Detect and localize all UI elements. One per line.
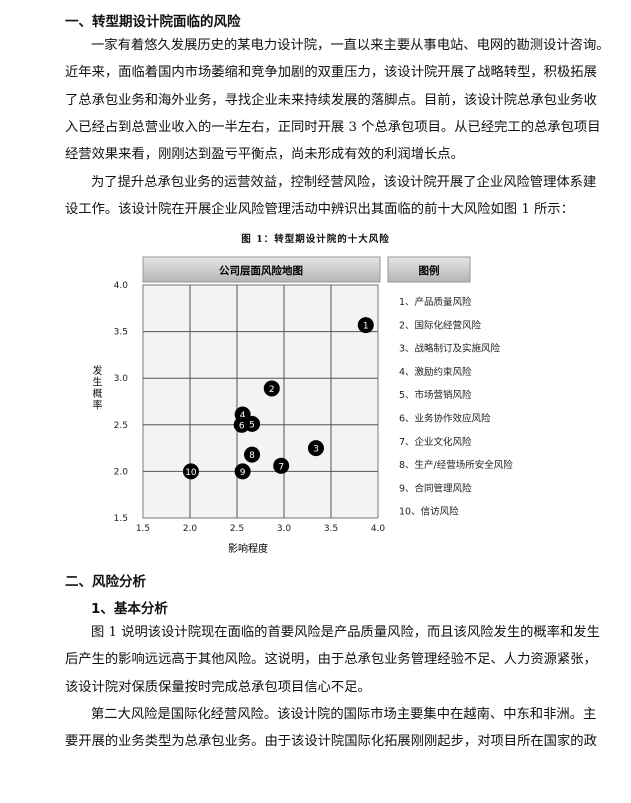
risk-marker [244, 446, 261, 463]
figure-caption: 图 1：转型期设计院的十大风险 [241, 234, 390, 245]
legend-title: 图例 [419, 264, 440, 277]
subsection-heading: 1、基本分析 [91, 601, 168, 617]
risk-point: 7 [273, 457, 290, 474]
legend-item: 5、市场营销风险 [399, 389, 472, 401]
risk-marker [307, 440, 324, 457]
y-tick-label: 1.5 [114, 514, 128, 524]
text-line: 该设计院对保质保量按时完成总承包项目信心不足。 [65, 679, 371, 695]
x-tick-label: 2.0 [183, 524, 198, 534]
text-line: 经营效果来看，刚刚达到盈亏平衡点，尚未形成有效的利润增长点。 [65, 147, 464, 163]
plot-area [142, 284, 379, 519]
x-axis-label: 影响程度 [228, 542, 268, 555]
risk-marker-label: 9 [240, 468, 246, 478]
text-line: 为了提升总承包业务的运营效益，控制经营风险，该设计院开展了企业风险管理体系建 [91, 175, 597, 190]
risk-marker-label: 6 [239, 421, 245, 431]
legend-item: 1、产品质量风险 [399, 296, 472, 308]
x-tick-label: 1.5 [136, 524, 150, 534]
x-tick-label: 3.0 [277, 524, 292, 534]
legend-item: 2、国际化经营风险 [399, 319, 482, 331]
y-tick-label: 3.0 [114, 374, 129, 384]
y-tick-label: 2.0 [114, 467, 129, 477]
text-line: 要开展的业务类型为总承包业务。由于该设计院国际化拓展刚刚起步，对项目所在国家的政 [65, 734, 597, 750]
chart-title-box: 公司层面风险地图 [142, 256, 381, 283]
risk-marker-label: 5 [249, 420, 255, 430]
risk-marker-label: 8 [249, 451, 255, 461]
legend-item: 10、信访风险 [399, 506, 459, 518]
risk-marker-label: 7 [278, 462, 284, 472]
y-tick-label: 2.5 [114, 421, 128, 431]
risk-marker-label: 3 [313, 445, 319, 455]
section-heading: 二、风险分析 [65, 574, 146, 590]
risk-point: 10 [182, 463, 199, 480]
risk-point: 2 [263, 380, 280, 397]
risk-point: 9 [234, 463, 251, 480]
risk-marker-label: 2 [269, 385, 275, 395]
risk-point: 8 [244, 446, 261, 463]
x-tick-label: 3.5 [324, 524, 338, 534]
legend-item: 9、合同管理风险 [399, 482, 472, 494]
legend-item: 3、战略制订及实施风险 [399, 343, 501, 355]
risk-marker [233, 416, 250, 433]
x-tick-label: 4.0 [371, 524, 386, 534]
risk-point: 1 [357, 317, 374, 334]
risk-marker [273, 457, 290, 474]
chart-title: 公司层面风险地图 [219, 264, 303, 277]
text-line: 第二大风险是国际化经营风险。该设计院的国际市场主要集中在越南、中东和非洲。主 [91, 707, 597, 722]
y-tick-label: 4.0 [114, 281, 129, 291]
risk-marker-label: 4 [240, 411, 246, 421]
risk-marker-label: 10 [185, 468, 197, 478]
text-line: 入已经占到总营业收入的一半左右，正同时开展 3 个总承包项目。从已经完工的总承包… [65, 119, 601, 135]
legend-item: 4、激励约束风险 [399, 366, 472, 378]
text-line: 一家有着悠久发展历史的某电力设计院，一直以来主要从事电站、电网的勘测设计咨询。 [91, 38, 610, 53]
y-axis-label: 发生概率 [90, 365, 101, 411]
legend-item: 8、生产/经营场所安全风险 [399, 459, 513, 471]
risk-marker [263, 380, 280, 397]
text-line: 后产生的影响远远高于其他风险。这说明，由于总承包业务管理经验不足、人力资源紧张， [65, 652, 597, 668]
risk-point: 6 [233, 416, 250, 433]
text-line: 近年来，面临着国内市场萎缩和竞争加剧的双重压力，该设计院开展了战略转型，积极拓展 [65, 65, 597, 81]
risk-marker [357, 317, 374, 334]
text-line: 图 1 说明该设计院现在面临的首要风险是产品质量风险，而且该风险发生的概率和发生 [91, 625, 600, 640]
risk-marker [182, 463, 199, 480]
legend-item: 6、业务协作效应风险 [399, 413, 491, 425]
risk-point: 3 [307, 440, 324, 457]
section-heading: 一、转型期设计院面临的风险 [65, 14, 241, 30]
text-line: 设工作。该设计院在开展企业风险管理活动中辨识出其面临的前十大风险如图 1 所示： [65, 202, 574, 218]
risk-marker-label: 1 [363, 322, 369, 332]
text-line: 了总承包业务和海外业务，寻找企业未来持续发展的落脚点。目前，该设计院总承包业务收 [65, 92, 597, 108]
risk-marker [234, 463, 251, 480]
x-tick-label: 2.5 [230, 524, 244, 534]
legend-title-box: 图例 [387, 256, 471, 283]
y-tick-label: 3.5 [114, 328, 128, 338]
legend-item: 7、企业文化风险 [399, 436, 472, 448]
